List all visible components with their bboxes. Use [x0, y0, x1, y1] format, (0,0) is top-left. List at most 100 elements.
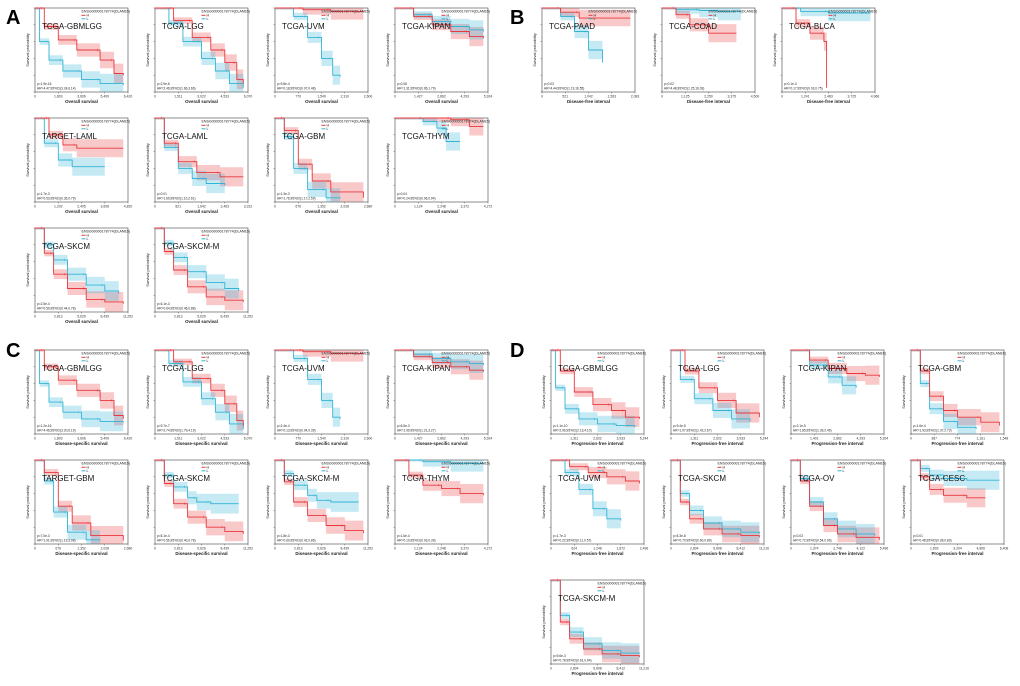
x-tick-label: 2,028 [341, 205, 350, 209]
cancer-type-label: TCGA-PAAD [549, 22, 595, 31]
panel-label-d: D [510, 340, 524, 362]
cancer-type-label: TCGA-COAD [669, 22, 717, 31]
p-value: p=5.3e-8 [673, 534, 686, 538]
legend-title: ENSG00000178774(DLANE5) [838, 352, 887, 356]
cancer-type-label: TCGA-BLCA [789, 22, 835, 31]
x-tick-label: 0 [274, 547, 276, 551]
high-ci-band [671, 350, 760, 429]
y-axis-label: Survival probability [781, 375, 786, 409]
hazard-ratio: HR=0.56,95%CI(0.40,0.78) [157, 539, 196, 543]
high-survival-curve [551, 349, 640, 419]
p-value: p=1.3e-3 [277, 192, 290, 196]
legend-entry: H [963, 356, 966, 360]
high-ci-band [395, 118, 484, 138]
x-tick-label: 2,813 [54, 315, 63, 319]
x-axis-label: Overall survival [305, 99, 338, 104]
y-axis-label: Survival probability [25, 253, 30, 287]
x-tick-label: 1,248 [593, 547, 602, 551]
x-axis-label: Progression-free interval [692, 551, 744, 556]
p-value: p=0.08 [397, 82, 407, 86]
legend-entry: H [594, 14, 597, 18]
x-tick-label: 2,862 [833, 437, 842, 441]
x-tick-label: 1,548 [1000, 437, 1009, 441]
x-tick-label: 1,352 [317, 205, 326, 209]
x-tick-label: 4,966 [871, 95, 880, 99]
p-value: p=1.2e-16 [37, 424, 52, 428]
legend-title: ENSG00000178774(DLANE5) [322, 462, 371, 466]
x-tick-label: 2,463 [221, 205, 230, 209]
high-ci-band [155, 118, 244, 189]
p-value: p=9.4e-5 [673, 424, 686, 428]
x-tick-label: 0 [34, 437, 36, 441]
x-axis-label: Overall survival [185, 209, 218, 214]
hazard-ratio: HR=4.44,95%CI(1.19,16.55) [544, 87, 584, 91]
high-survival-curve [395, 117, 484, 127]
low-survival-curve [275, 349, 341, 419]
hazard-ratio: HR=1.93,95%CI(1.37,2.73) [913, 429, 952, 433]
legend-entry: H [327, 14, 330, 18]
high-survival-curve [395, 459, 484, 496]
x-tick-label: 2,804 [690, 547, 699, 551]
low-ci-band [275, 8, 341, 89]
x-tick-label: 0 [34, 95, 36, 99]
legend-title: ENSG00000178774(DLANE5) [82, 10, 131, 14]
high-survival-curve [35, 227, 124, 304]
low-ci-band [35, 350, 124, 434]
x-tick-label: 5,409 [101, 437, 110, 441]
p-value: p=2.5e-4 [37, 302, 50, 306]
x-tick-label: 3,022 [197, 437, 206, 441]
plot-frame [394, 349, 489, 435]
legend-entry: L [963, 469, 965, 473]
hazard-ratio: HR=1.99,95%CI(1.21,3.27) [397, 429, 436, 433]
x-tick-label: 11,216 [759, 547, 769, 551]
low-survival-curve [155, 349, 244, 429]
low-ci-band [155, 460, 239, 516]
x-tick-label: 2,250 [704, 95, 713, 99]
x-tick-label: 3,933 [737, 437, 746, 441]
x-tick-label: 2,083 [631, 95, 640, 99]
x-tick-label: 1,803 [54, 437, 63, 441]
legend-entry: L [87, 359, 89, 363]
low-ci-band [275, 118, 341, 202]
legend-entry: H [723, 356, 726, 360]
cancer-type-label: TCGA-SKCM [42, 242, 90, 251]
cancer-type-label: TCGA-SKCM [162, 474, 210, 483]
p-value: p=0.03 [793, 534, 803, 538]
x-tick-label: 4,122 [857, 547, 866, 551]
low-survival-curve [35, 459, 101, 541]
x-tick-label: 0 [670, 547, 672, 551]
low-ci-band [671, 350, 750, 433]
legend-title: ENSG00000178774(DLANE5) [958, 462, 1007, 466]
legend-entry: H [843, 356, 846, 360]
hazard-ratio: HR=4.47,95%CI(3.24,6.14) [37, 87, 76, 91]
x-axis-label: Progression-free interval [572, 671, 624, 676]
low-survival-curve [155, 7, 244, 88]
high-survival-curve [395, 7, 484, 39]
hazard-ratio: HR=1.76,95%CI(1.17,2.59) [277, 197, 316, 201]
high-ci-band [551, 460, 640, 496]
x-tick-label: 6,420 [124, 437, 133, 441]
x-tick-label: 0 [154, 205, 156, 209]
x-tick-label: 5,924 [484, 437, 493, 441]
cancer-type-label: TCGA-THYM [402, 132, 450, 141]
legend-title: ENSG00000178774(DLANE5) [709, 10, 758, 14]
x-tick-label: 2,310 [341, 95, 350, 99]
x-tick-label: 4,272 [484, 205, 493, 209]
low-ci-band [275, 350, 341, 431]
legend-title: ENSG00000178774(DLANE5) [442, 462, 491, 466]
legend-entry: L [603, 589, 605, 593]
x-axis-label: Disease-specific survival [175, 441, 227, 446]
low-ci-band [395, 118, 461, 154]
x-tick-label: 8,439 [221, 315, 230, 319]
legend-title: ENSG00000178774(DLANE5) [82, 352, 131, 356]
hazard-ratio: HR=4.46,95%CI(3.20,6.19) [37, 429, 76, 433]
hazard-ratio: HR=0.17,95%CI(0.03,0.75) [784, 87, 823, 91]
x-tick-label: 6,070 [244, 95, 253, 99]
legend-entry: H [327, 466, 330, 470]
